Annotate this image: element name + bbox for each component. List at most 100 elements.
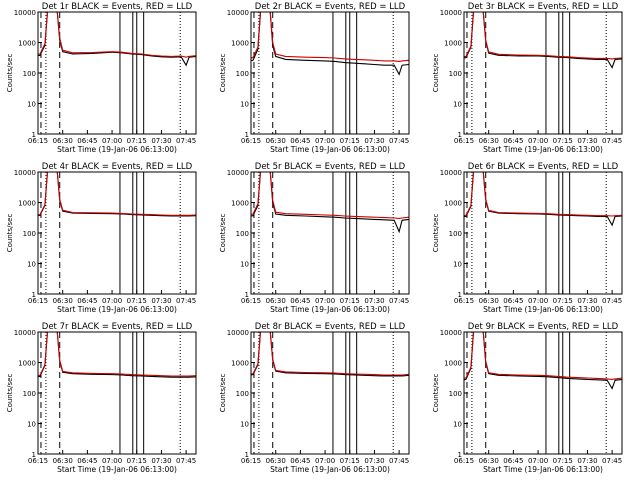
y-tick-label: 100 bbox=[236, 70, 249, 78]
series-events-line bbox=[251, 332, 409, 377]
y-tick-label: 10 bbox=[240, 421, 249, 429]
series-lld-line bbox=[251, 332, 409, 376]
y-axis-label: Counts/sec bbox=[432, 214, 440, 253]
x-tick-label: 07:00 bbox=[315, 457, 335, 465]
series-lld-line bbox=[251, 172, 409, 219]
series-events-line bbox=[38, 172, 196, 217]
x-tick-label: 06:15 bbox=[241, 297, 261, 305]
x-tick-label: 06:45 bbox=[290, 297, 310, 305]
y-tick-label: 10 bbox=[453, 101, 462, 109]
x-tick-label: 06:15 bbox=[28, 297, 48, 305]
plot-frame bbox=[463, 171, 623, 295]
x-tick-label: 06:30 bbox=[53, 457, 73, 465]
x-tick-label: 07:15 bbox=[553, 457, 573, 465]
x-tick-label: 07:45 bbox=[389, 457, 409, 465]
x-tick-label: 06:45 bbox=[290, 137, 310, 145]
x-tick-label: 07:00 bbox=[528, 137, 548, 145]
x-tick-label: 06:45 bbox=[503, 137, 523, 145]
y-tick-label: 100 bbox=[23, 390, 36, 398]
x-axis-label: Start Time (19-Jan-06 06:13:00) bbox=[483, 465, 603, 474]
y-tick-label: 1 bbox=[458, 291, 462, 299]
series-events-line bbox=[251, 12, 409, 76]
series-lld-line bbox=[38, 12, 196, 58]
x-tick-label: 07:15 bbox=[340, 137, 360, 145]
x-tick-label: 06:30 bbox=[266, 137, 286, 145]
y-tick-label: 10000 bbox=[14, 9, 36, 17]
y-tick-label: 1 bbox=[245, 451, 249, 459]
x-axis-label: Start Time (19-Jan-06 06:13:00) bbox=[483, 145, 603, 154]
y-tick-label: 1 bbox=[32, 451, 36, 459]
y-tick-label: 1 bbox=[245, 291, 249, 299]
x-tick-label: 06:45 bbox=[77, 137, 97, 145]
x-tick-label: 07:15 bbox=[553, 297, 573, 305]
y-axis-label: Counts/sec bbox=[6, 214, 14, 253]
chart-panel-5: Det 5r BLACK = Events, RED = LLD 1 10 100 10… bbox=[219, 162, 410, 314]
x-tick-label: 06:45 bbox=[290, 457, 310, 465]
x-tick-label: 07:00 bbox=[102, 297, 122, 305]
x-tick-label: 06:30 bbox=[266, 297, 286, 305]
y-axis-label: Counts/sec bbox=[219, 214, 227, 253]
x-tick-label: 06:15 bbox=[28, 457, 48, 465]
series-lld-line bbox=[464, 332, 622, 380]
y-tick-label: 10000 bbox=[227, 169, 249, 177]
x-axis-label: Start Time (19-Jan-06 06:13:00) bbox=[57, 305, 177, 314]
y-tick-label: 10000 bbox=[227, 329, 249, 337]
y-tick-label: 10 bbox=[27, 261, 36, 269]
y-tick-label: 10 bbox=[240, 101, 249, 109]
x-tick-label: 07:00 bbox=[315, 297, 335, 305]
chart-title: Det 7r BLACK = Events, RED = LLD bbox=[42, 322, 193, 332]
y-tick-label: 10 bbox=[453, 261, 462, 269]
y-tick-label: 10 bbox=[240, 261, 249, 269]
y-tick-label: 10 bbox=[27, 101, 36, 109]
plot-frame bbox=[37, 171, 197, 295]
y-axis-label: Counts/sec bbox=[432, 374, 440, 413]
x-tick-label: 07:00 bbox=[528, 297, 548, 305]
y-tick-label: 1 bbox=[32, 131, 36, 139]
y-tick-label: 1 bbox=[458, 131, 462, 139]
y-tick-label: 1 bbox=[32, 291, 36, 299]
x-tick-label: 07:45 bbox=[389, 137, 409, 145]
x-tick-label: 07:00 bbox=[315, 137, 335, 145]
y-tick-label: 100 bbox=[236, 390, 249, 398]
x-tick-label: 07:45 bbox=[176, 457, 196, 465]
y-tick-label: 1000 bbox=[18, 200, 36, 208]
plot-frame bbox=[37, 11, 197, 135]
x-tick-label: 06:30 bbox=[53, 297, 73, 305]
x-tick-label: 07:15 bbox=[127, 137, 147, 145]
series-events-line bbox=[251, 172, 409, 234]
x-tick-label: 06:45 bbox=[77, 457, 97, 465]
y-tick-label: 1000 bbox=[231, 40, 249, 48]
y-tick-label: 1000 bbox=[444, 360, 462, 368]
x-tick-label: 07:45 bbox=[176, 297, 196, 305]
x-tick-label: 07:15 bbox=[340, 297, 360, 305]
x-axis-label: Start Time (19-Jan-06 06:13:00) bbox=[57, 145, 177, 154]
plot-frame bbox=[463, 11, 623, 135]
series-events-line bbox=[464, 12, 622, 69]
x-tick-label: 07:00 bbox=[528, 457, 548, 465]
y-tick-label: 100 bbox=[23, 230, 36, 238]
series-events-line bbox=[38, 332, 196, 378]
x-tick-label: 06:30 bbox=[479, 137, 499, 145]
y-tick-label: 1000 bbox=[231, 200, 249, 208]
x-tick-label: 06:45 bbox=[77, 297, 97, 305]
chart-title: Det 5r BLACK = Events, RED = LLD bbox=[255, 162, 406, 172]
x-tick-label: 07:30 bbox=[151, 297, 171, 305]
y-tick-label: 10000 bbox=[440, 329, 462, 337]
x-axis-label: Start Time (19-Jan-06 06:13:00) bbox=[483, 305, 603, 314]
series-events-line bbox=[464, 172, 622, 227]
plot-frame bbox=[250, 11, 410, 135]
x-tick-label: 07:00 bbox=[102, 457, 122, 465]
plot-frame bbox=[37, 331, 197, 455]
x-tick-label: 07:15 bbox=[127, 457, 147, 465]
y-axis-label: Counts/sec bbox=[219, 374, 227, 413]
x-tick-label: 06:15 bbox=[454, 457, 474, 465]
plot-frame bbox=[250, 331, 410, 455]
x-tick-label: 07:45 bbox=[602, 457, 622, 465]
chart-title: Det 8r BLACK = Events, RED = LLD bbox=[255, 322, 406, 332]
x-tick-label: 07:45 bbox=[389, 297, 409, 305]
x-tick-label: 07:00 bbox=[102, 137, 122, 145]
y-tick-label: 10000 bbox=[14, 169, 36, 177]
x-tick-label: 07:30 bbox=[577, 297, 597, 305]
plot-frame bbox=[463, 331, 623, 455]
